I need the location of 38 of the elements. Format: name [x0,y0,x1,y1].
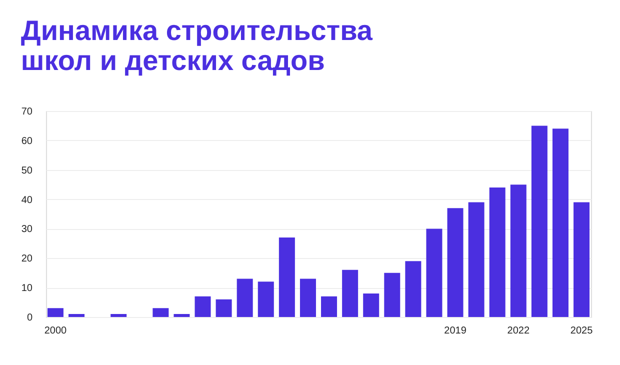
y-tick-label: 60 [21,136,33,147]
bar [342,270,358,317]
bar [152,308,169,317]
bar [447,208,464,317]
y-tick-label: 40 [21,194,33,206]
bar [68,314,85,317]
bar [489,188,506,317]
bar [552,128,568,317]
bar [405,261,422,317]
bar [236,278,253,317]
bar [321,296,338,317]
bar [300,278,316,317]
bar [216,299,232,317]
text: школ и детских садов [20,45,325,76]
x-tick-label: 2019 [444,326,467,336]
bar [384,272,400,317]
bar [110,314,127,317]
text: Динамика строительства [20,15,373,46]
y-tick-label: 0 [26,312,33,324]
bar [510,184,526,317]
bar [278,238,295,317]
bar [574,202,590,317]
y-tick-label: 50 [21,165,33,176]
y-tick-label: 10 [21,283,33,294]
bar [468,202,484,317]
x-tick-label: 2000 [44,326,68,336]
bar [531,126,548,317]
bar [174,314,190,317]
bar [194,296,211,317]
bar [363,293,380,317]
bar [258,282,274,317]
x-tick-label: 2025 [570,326,594,336]
bar [426,228,442,317]
y-tick-label: 30 [21,224,33,236]
x-tick-label: 2022 [507,326,530,336]
y-tick-label: 70 [21,106,33,118]
y-tick-label: 20 [21,254,33,265]
bar [47,308,64,317]
